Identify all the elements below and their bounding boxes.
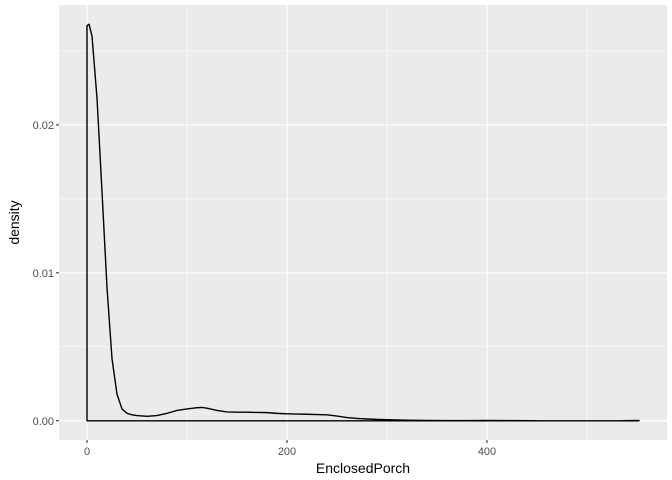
x-tick-label: 400	[478, 446, 496, 458]
x-tick-label: 200	[278, 446, 296, 458]
density-curve	[86, 23, 640, 422]
y-tick-label: 0.00	[33, 416, 54, 428]
minor-grid	[59, 5, 667, 440]
x-axis: 0 200 400	[84, 440, 496, 458]
y-tick-label: 0.01	[33, 268, 54, 280]
y-axis-title: density	[6, 200, 22, 244]
series-layer	[86, 23, 640, 422]
plot-panel	[59, 5, 667, 440]
x-axis-title: EnclosedPorch	[316, 460, 410, 476]
x-tick-label: 0	[84, 446, 90, 458]
y-axis: 0.00 0.01 0.02	[33, 120, 59, 428]
y-tick-label: 0.02	[33, 120, 54, 132]
